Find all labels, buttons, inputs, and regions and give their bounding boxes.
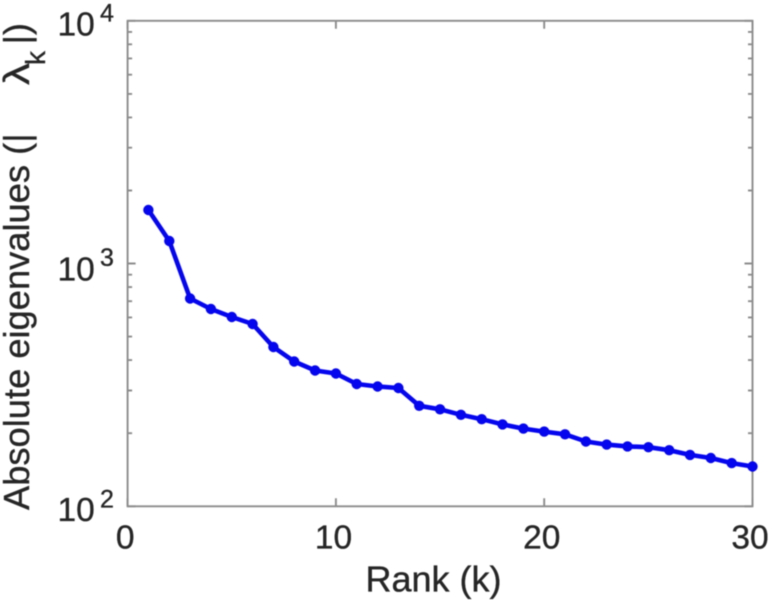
svg-text:2: 2 xyxy=(100,485,114,513)
svg-text:10: 10 xyxy=(58,251,95,288)
svg-text:30: 30 xyxy=(731,520,768,557)
svg-text:k: k xyxy=(20,50,51,65)
svg-text:|): |) xyxy=(0,23,37,45)
svg-text:0: 0 xyxy=(116,520,135,557)
svg-text:λ: λ xyxy=(0,63,37,85)
svg-text:20: 20 xyxy=(523,520,560,557)
svg-text:10: 10 xyxy=(58,492,95,529)
svg-text:10: 10 xyxy=(58,6,95,43)
svg-text:3: 3 xyxy=(100,244,114,272)
svg-text:4: 4 xyxy=(100,0,114,28)
svg-text:Absolute eigenvalues (|: Absolute eigenvalues (| xyxy=(0,133,37,510)
svg-text:Rank (k): Rank (k) xyxy=(365,559,501,600)
svg-text:10: 10 xyxy=(315,520,352,557)
